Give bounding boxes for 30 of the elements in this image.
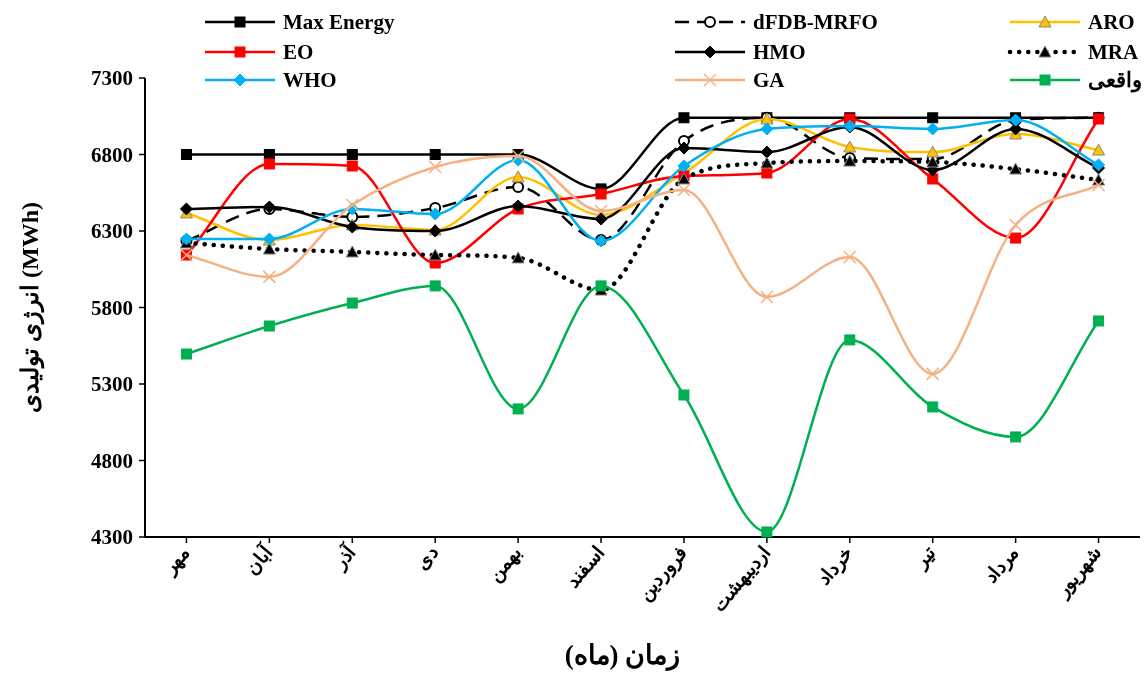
y-tick-label: 5300 bbox=[91, 372, 133, 396]
x-tick-label: اردیبهشت bbox=[707, 542, 775, 616]
x-tick-label: دی bbox=[411, 542, 443, 574]
legend-label: dFDB-MRFO bbox=[753, 10, 878, 34]
x-tick-label: آبان bbox=[239, 539, 278, 579]
x-tick-label: مهر bbox=[157, 542, 195, 580]
x-tick-label: مرداد bbox=[980, 542, 1024, 588]
x-tick-label: تیر bbox=[908, 542, 941, 574]
legend-label: EO bbox=[283, 40, 314, 64]
legend-label: HMO bbox=[753, 40, 806, 64]
x-tick-label: خرداد bbox=[813, 542, 858, 590]
legend-label: WHO bbox=[283, 68, 337, 92]
y-tick-label: 5800 bbox=[91, 295, 133, 320]
x-axis-title: زمان (ماه) bbox=[564, 640, 681, 672]
x-tick-label: اسفند bbox=[561, 542, 609, 592]
legend-label: واقعی bbox=[1088, 68, 1142, 93]
y-axis-title: انرژی تولیدی (MWh) bbox=[17, 202, 45, 413]
x-tick-label: فروردین bbox=[633, 542, 692, 606]
y-tick-label: 7300 bbox=[91, 66, 133, 90]
legend-label: ARO bbox=[1088, 10, 1135, 34]
legend-label: GA bbox=[753, 68, 786, 92]
x-tick-label: بهمن bbox=[484, 542, 526, 587]
legend-label: Max Energy bbox=[283, 10, 395, 34]
y-tick-label: 4300 bbox=[91, 525, 133, 549]
y-tick-label: 6300 bbox=[91, 219, 133, 243]
x-tick-label: آذر bbox=[326, 539, 362, 575]
y-tick-label: 4800 bbox=[91, 448, 133, 473]
y-tick-label: 6800 bbox=[91, 142, 133, 167]
x-tick-label: شهریور bbox=[1050, 542, 1107, 603]
legend-label: MRA bbox=[1088, 40, 1139, 64]
